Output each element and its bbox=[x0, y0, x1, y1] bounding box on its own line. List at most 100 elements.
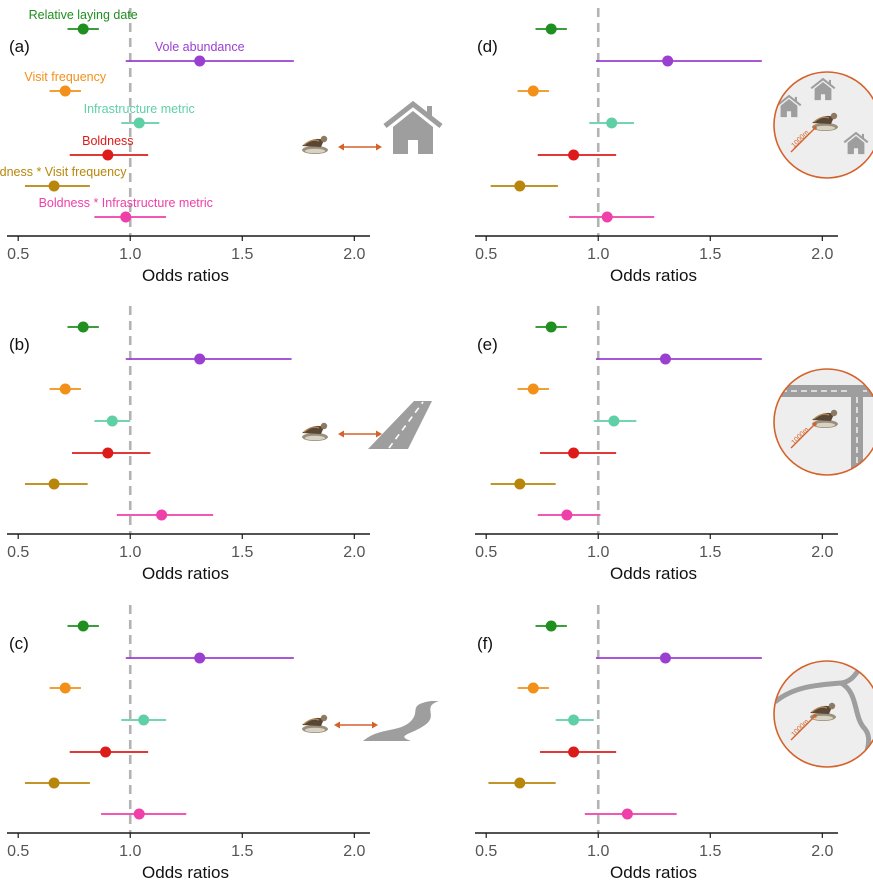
estimate-point bbox=[568, 714, 580, 726]
bird-head bbox=[320, 422, 328, 430]
estimate-point bbox=[659, 652, 671, 664]
buffer-outline bbox=[773, 660, 873, 768]
x-tick-label: 1.0 bbox=[119, 843, 141, 860]
panel-label: (e) bbox=[477, 335, 498, 354]
x-axis-label: Odds ratios bbox=[610, 564, 697, 583]
x-tick-label: 1.5 bbox=[699, 843, 721, 860]
estimate-point bbox=[106, 415, 118, 427]
house-chimney bbox=[828, 79, 831, 85]
nest-rim bbox=[305, 435, 325, 441]
variable-label: Boldness * Visit frequency bbox=[0, 165, 127, 179]
buffer-radius-line bbox=[790, 127, 816, 153]
estimate-point bbox=[601, 211, 613, 223]
arrow-head-left bbox=[338, 430, 344, 438]
variable-label: Relative laying date bbox=[29, 8, 138, 22]
bird-wing bbox=[303, 139, 320, 146]
estimate-point bbox=[120, 211, 132, 223]
x-tick-label: 1.0 bbox=[587, 246, 609, 263]
distance-arrow bbox=[334, 721, 378, 729]
nest-rim bbox=[305, 148, 325, 154]
house-body bbox=[814, 82, 832, 101]
estimate-point bbox=[59, 682, 71, 694]
estimate-point bbox=[527, 682, 539, 694]
buffer-content bbox=[774, 385, 873, 475]
kite-on-nest-icon bbox=[812, 409, 838, 428]
arrow-head-left bbox=[334, 721, 340, 729]
variable-label: Infrastructure metric bbox=[84, 102, 195, 116]
x-tick-label: 1.5 bbox=[699, 544, 721, 561]
arrow-head-right bbox=[372, 721, 378, 729]
panel-label: (c) bbox=[9, 634, 29, 653]
estimate-point bbox=[100, 746, 112, 758]
estimate-point bbox=[77, 321, 89, 333]
forest-panel: (a) Relative laying date Vole abundance Vis… bbox=[0, 8, 443, 285]
x-axis-label: Odds ratios bbox=[142, 266, 229, 285]
x-tick-label: 2.0 bbox=[343, 246, 365, 263]
buffer-radius-line bbox=[790, 715, 816, 741]
x-tick-label: 2.0 bbox=[343, 544, 365, 561]
estimate-point bbox=[156, 509, 168, 521]
x-axis-label: Odds ratios bbox=[610, 266, 697, 285]
kite-on-nest-icon bbox=[810, 702, 836, 721]
buffer-outline bbox=[773, 71, 873, 179]
nest-rim bbox=[815, 422, 835, 428]
road-centerline bbox=[388, 401, 424, 449]
estimate-point bbox=[194, 55, 206, 67]
estimate-point bbox=[102, 149, 114, 161]
house-roof bbox=[843, 131, 869, 144]
forest-panel: (b) 0.5 1.0 1.5 2.0 Odds ratios bbox=[7, 306, 432, 583]
estimate-point bbox=[662, 55, 674, 67]
estimate-point bbox=[527, 383, 539, 395]
house-roof bbox=[776, 94, 802, 107]
house-icon bbox=[383, 100, 443, 154]
bird-head bbox=[830, 112, 838, 120]
estimate-point bbox=[561, 509, 573, 521]
road-icon bbox=[368, 401, 432, 449]
estimate-point bbox=[48, 478, 60, 490]
bird-wing bbox=[303, 718, 320, 725]
estimate-point bbox=[621, 808, 633, 820]
forest-panel: (c) 0.5 1.0 1.5 2.0 Odds ratios bbox=[7, 605, 439, 881]
x-tick-label: 1.0 bbox=[119, 246, 141, 263]
house-body bbox=[847, 136, 865, 155]
buffer-radius-end bbox=[813, 422, 817, 426]
arrow-head-left bbox=[338, 143, 344, 151]
nest-rim bbox=[305, 727, 325, 733]
house-roof bbox=[383, 100, 443, 128]
panel-label: (f) bbox=[477, 634, 493, 653]
buffer-outline bbox=[773, 368, 873, 476]
x-tick-label: 1.5 bbox=[231, 246, 253, 263]
estimate-point bbox=[568, 149, 580, 161]
x-tick-label: 1.0 bbox=[587, 544, 609, 561]
x-axis-label: Odds ratios bbox=[142, 863, 229, 881]
house-chimney bbox=[861, 133, 864, 139]
nest-rim bbox=[815, 125, 835, 131]
estimate-point bbox=[77, 23, 89, 35]
x-axis-label: Odds ratios bbox=[610, 863, 697, 881]
house-body bbox=[780, 99, 798, 118]
x-tick-label: 1.0 bbox=[587, 843, 609, 860]
buffer-radius-end bbox=[813, 714, 817, 718]
estimate-point bbox=[102, 447, 114, 459]
variable-label: Boldness * Infrastructure metric bbox=[39, 196, 213, 210]
x-tick-label: 0.5 bbox=[7, 246, 29, 263]
distance-arrow bbox=[338, 143, 382, 151]
estimate-point bbox=[514, 478, 526, 490]
x-tick-label: 0.5 bbox=[7, 544, 29, 561]
panel-label: (d) bbox=[477, 37, 498, 56]
bird-head bbox=[828, 702, 836, 710]
arrow-head-right bbox=[376, 430, 382, 438]
x-axis-label: Odds ratios bbox=[142, 564, 229, 583]
house-icon bbox=[776, 94, 802, 118]
estimate-point bbox=[545, 321, 557, 333]
distance-arrow bbox=[338, 430, 382, 438]
kite-on-nest-icon bbox=[812, 112, 838, 131]
x-tick-label: 0.5 bbox=[7, 843, 29, 860]
estimate-point bbox=[514, 180, 526, 192]
kite-on-nest-icon bbox=[302, 422, 328, 441]
buffer-radius-end bbox=[813, 126, 817, 130]
estimate-point bbox=[48, 777, 60, 789]
estimate-point bbox=[194, 652, 206, 664]
